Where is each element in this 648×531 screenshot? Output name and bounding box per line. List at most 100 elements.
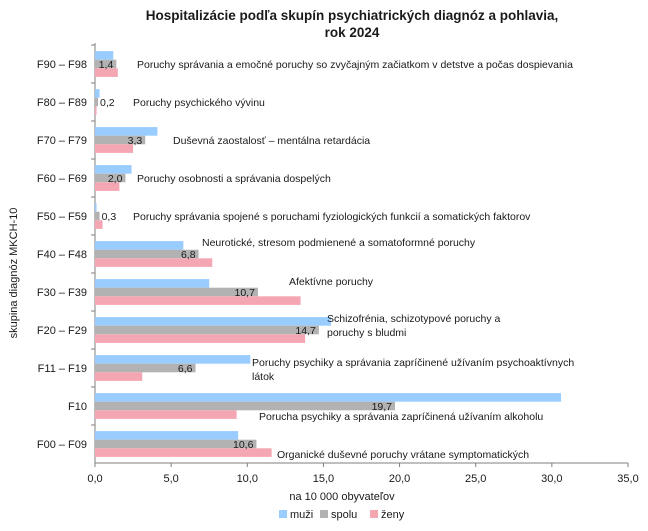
bar-eny [95, 106, 97, 115]
bar-eny [95, 258, 213, 267]
annotation-label: Poruchy správania spojené s poruchami fy… [133, 211, 531, 223]
data-label: 3,3 [128, 135, 143, 147]
annotation-label: Poruchy psychiky a správania zapríčinené… [252, 357, 574, 383]
bar-eny [95, 220, 103, 229]
data-label: 10,7 [235, 287, 256, 299]
bar-mui [95, 165, 132, 174]
y-tick-label: F50 – F59 [37, 211, 87, 223]
bar-spolu [95, 325, 319, 335]
bar-spolu [95, 97, 99, 107]
x-tick-label: 30,0 [541, 473, 562, 485]
annotation-label: Afektívne poruchy [289, 276, 374, 288]
bar-eny [95, 372, 143, 381]
y-tick-label: F80 – F89 [37, 97, 87, 109]
bar-mui [95, 241, 184, 250]
bar-spolu [95, 249, 199, 259]
data-label: 2,0 [108, 173, 123, 185]
legend-swatch [320, 510, 328, 518]
y-tick-label: F11 – F19 [38, 363, 87, 375]
data-label: 10,6 [233, 439, 254, 451]
annotation-line: Poruchy správania a emočné poruchy so zv… [137, 59, 573, 71]
legend-label: ženy [381, 509, 405, 521]
annotation-line: Poruchy správania spojené s poruchami fy… [133, 211, 531, 223]
y-axis-title-group: skupina diagnóz MKCH-10 [8, 208, 20, 339]
bar-mui [95, 431, 239, 440]
annotation-line: Poruchy psychiky a správania zapríčinené… [252, 357, 574, 369]
annotation-label: Neurotické, stresom podmienené a somatof… [202, 237, 476, 249]
annotation-label: Poruchy osobnosti a správania dospelých [137, 173, 331, 185]
bar-eny [95, 68, 118, 77]
legend-label: muži [290, 509, 313, 521]
y-axis-title: skupina diagnóz MKCH-10 [8, 208, 20, 339]
bar-spolu [95, 211, 100, 221]
y-tick-label: F30 – F39 [37, 287, 87, 299]
chart-title-line-2: rok 2024 [325, 25, 380, 40]
annotation-label: Duševná zaostalosť – mentálna retardácia [173, 135, 370, 147]
annotation-line: Duševná zaostalosť – mentálna retardácia [173, 135, 370, 147]
annotation-line: poruchy s bludmi [327, 327, 406, 339]
bar-spolu [95, 287, 258, 297]
data-label: 14,7 [295, 325, 316, 337]
y-tick-label: F70 – F79 [37, 135, 87, 147]
bar-mui [95, 393, 561, 402]
data-label: 6,8 [181, 249, 196, 261]
x-tick-label: 35,0 [617, 473, 638, 485]
legend-swatch [370, 510, 378, 518]
bar-eny [95, 182, 120, 191]
bar-mui [95, 127, 158, 136]
plot-area: 0,0 5,0 10,0 15,0 20,0 25,0 30,0 35,0 F90 – F98 1… [37, 43, 639, 485]
legend: muži spolu ženy [279, 509, 405, 521]
bar-mui [95, 89, 100, 98]
annotation-line: Porucha psychiky a správania zapríčinená… [259, 411, 543, 423]
y-tick-label: F40 – F48 [37, 249, 87, 261]
y-tick-label: F10 [68, 401, 87, 413]
x-axis-title: na 10 000 obyvateľov [289, 491, 395, 503]
data-label: 19,7 [372, 401, 393, 413]
bar-mui [95, 317, 332, 326]
bar-mui [95, 279, 210, 288]
annotation-label: Porucha psychiky a správania zapríčinená… [259, 411, 543, 423]
chart-title-line-1: Hospitalizácie podľa skupín psychiatrick… [146, 8, 559, 23]
y-tick-label: F60 – F69 [37, 173, 87, 185]
bar-mui [95, 203, 97, 212]
bar-spolu [95, 439, 257, 449]
x-tick-label: 5,0 [163, 473, 178, 485]
annotation-line: Neurotické, stresom podmienené a somatof… [202, 237, 476, 249]
x-tick-label: 0,0 [87, 473, 102, 485]
data-label: 1,4 [99, 59, 114, 71]
bar-eny [95, 448, 272, 457]
bar-spolu [95, 135, 146, 145]
bar-eny [95, 296, 301, 305]
annotation-line: Schizofrénia, schizotypové poruchy a [327, 313, 501, 325]
x-tick-label: 15,0 [313, 473, 334, 485]
bar-spolu [95, 401, 396, 411]
annotation-label: Schizofrénia, schizotypové poruchy a poru… [327, 313, 501, 339]
bar-eny [95, 410, 237, 419]
annotation-line: Organické duševné poruchy vrátane sympto… [277, 449, 529, 461]
annotation-label: Poruchy správania a emočné poruchy so zv… [137, 59, 573, 71]
legend-label: spolu [331, 509, 357, 521]
x-tick-label: 25,0 [465, 473, 486, 485]
x-tick-label: 10,0 [237, 473, 258, 485]
annotation-line: Poruchy osobnosti a správania dospelých [137, 173, 331, 185]
annotation-label: Poruchy psychického vývinu [133, 97, 265, 109]
legend-swatch [279, 510, 287, 518]
bar-eny [95, 334, 306, 343]
data-label: 0,2 [100, 97, 115, 109]
bar-spolu [95, 173, 126, 183]
bar-spolu [95, 59, 117, 69]
bar-mui [95, 355, 251, 364]
annotation-label: Organické duševné poruchy vrátane sympto… [277, 449, 529, 461]
data-label: 6,6 [178, 363, 193, 375]
bar-eny [95, 144, 134, 153]
bar-spolu [95, 363, 196, 373]
data-label: 0,3 [102, 211, 117, 223]
x-tick-label: 20,0 [389, 473, 410, 485]
annotation-line: Afektívne poruchy [289, 276, 374, 288]
bar-mui [95, 51, 114, 60]
annotation-line: Poruchy psychického vývinu [133, 97, 265, 109]
annotation-line: látok [252, 371, 275, 383]
y-tick-label: F00 – F09 [37, 439, 87, 451]
y-tick-label: F20 – F29 [37, 325, 87, 337]
